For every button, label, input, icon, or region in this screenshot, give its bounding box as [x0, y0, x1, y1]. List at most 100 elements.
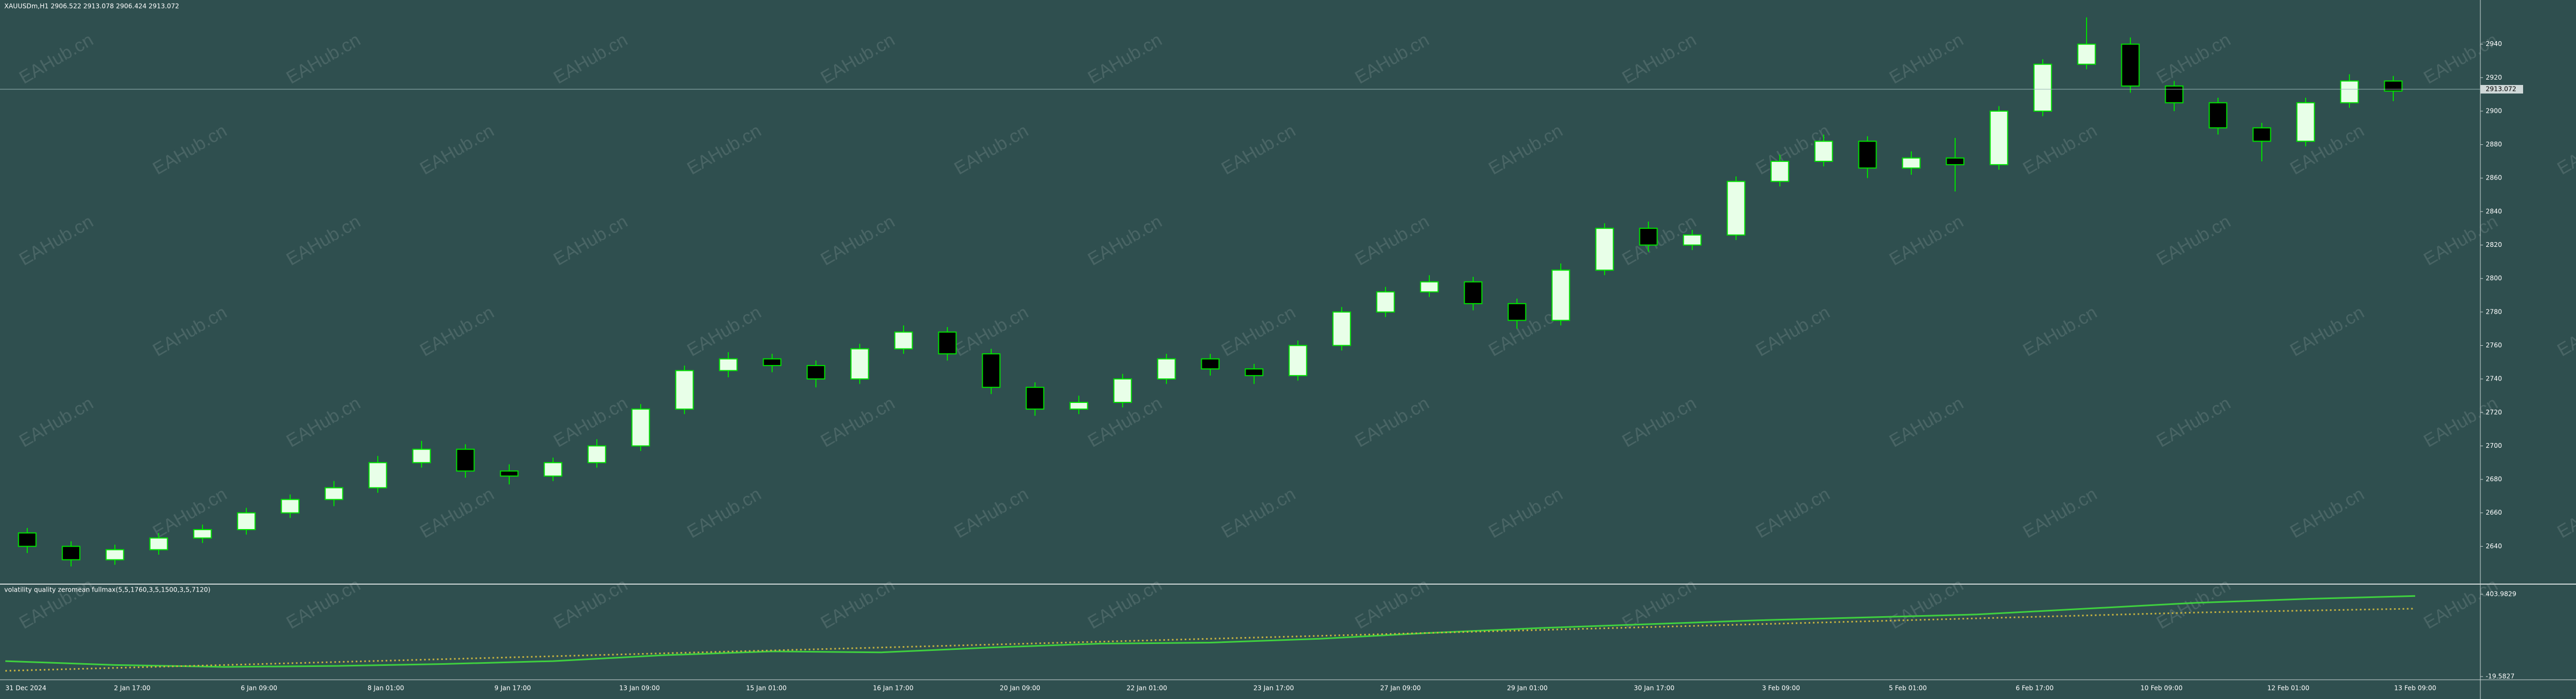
candle-body	[675, 370, 694, 410]
candle-body	[456, 448, 475, 472]
y-tick-label: 2880	[2486, 141, 2502, 148]
candle-body	[105, 549, 124, 561]
candle-body	[500, 470, 519, 477]
candle-body	[1595, 228, 1614, 271]
candle-body	[149, 537, 168, 550]
candle-body	[281, 499, 300, 514]
candle-body	[587, 445, 606, 463]
candle-body	[1420, 281, 1439, 293]
candle-body	[1726, 181, 1746, 236]
candle-body	[1858, 141, 1877, 169]
y-tick-label: 2860	[2486, 174, 2502, 182]
candle-body	[1639, 228, 1658, 246]
x-tick-label: 29 Jan 01:00	[1507, 685, 1547, 692]
x-tick-label: 20 Jan 09:00	[1000, 685, 1040, 692]
y-tick-label: 403.9829	[2486, 591, 2516, 598]
x-tick-label: 2 Jan 17:00	[114, 685, 150, 692]
x-tick-label: 23 Jan 17:00	[1254, 685, 1294, 692]
candle-body	[631, 408, 650, 447]
candle-body	[1244, 368, 1264, 376]
candle-body	[1945, 157, 1965, 166]
x-tick-label: 9 Jan 17:00	[494, 685, 531, 692]
x-tick-label: 15 Jan 01:00	[746, 685, 787, 692]
candle-body	[762, 358, 782, 367]
candle-body	[2121, 43, 2140, 87]
candle-body	[1507, 303, 1527, 321]
x-tick-label: 12 Feb 01:00	[2267, 685, 2309, 692]
y-tick-label: 2800	[2486, 275, 2502, 282]
x-tick-label: 27 Jan 09:00	[1380, 685, 1421, 692]
y-tick-label: 2820	[2486, 241, 2502, 248]
y-tick-label: 2740	[2486, 375, 2502, 383]
candle-body	[61, 546, 81, 561]
x-tick-label: 10 Feb 09:00	[2141, 685, 2183, 692]
chart-title: XAUUSDm,H1 2906.522 2913.078 2906.424 29…	[4, 3, 179, 10]
candle-body	[412, 448, 431, 463]
candle-body	[1332, 311, 1351, 346]
candle-body	[1376, 291, 1395, 313]
y-tick-label: 2700	[2486, 442, 2502, 449]
y-tick-label: 2940	[2486, 40, 2502, 48]
x-tick-label: 22 Jan 01:00	[1126, 685, 1167, 692]
candle-body	[2340, 80, 2359, 104]
y-tick-label: 2840	[2486, 207, 2502, 215]
x-tick-label: 6 Jan 09:00	[241, 685, 277, 692]
indicator-line	[5, 595, 2416, 668]
candle-body	[193, 529, 212, 539]
candle-body	[1201, 358, 1220, 370]
candle-body	[2384, 80, 2403, 92]
candle-body	[1157, 358, 1176, 380]
x-tick-label: 8 Jan 01:00	[368, 685, 404, 692]
x-tick-label: 5 Feb 01:00	[1889, 685, 1927, 692]
candle-body	[237, 512, 256, 531]
y-tick-label: 2900	[2486, 107, 2502, 114]
x-tick-label: 13 Jan 09:00	[619, 685, 660, 692]
y-tick-label: 2920	[2486, 74, 2502, 81]
x-tick-label: 13 Feb 09:00	[2394, 685, 2437, 692]
candle-body	[2252, 127, 2271, 142]
candle-body	[2296, 102, 2315, 142]
y-tick-label: 2660	[2486, 509, 2502, 516]
candle-body	[324, 487, 344, 500]
candle-body	[850, 348, 869, 380]
y-tick-label: 2780	[2486, 308, 2502, 315]
candle-body	[1113, 378, 1132, 403]
candle-body	[2033, 64, 2052, 112]
x-tick-label: 3 Feb 09:00	[1762, 685, 1800, 692]
candle-body	[1683, 234, 1702, 246]
candle-body	[806, 365, 826, 380]
candle-body	[543, 462, 563, 477]
y-tick-label: 2720	[2486, 408, 2502, 416]
candle-body	[938, 331, 957, 355]
indicator-title: volatility quality zeromean fullmax(5,5,…	[4, 586, 211, 594]
y-tick-label: 2640	[2486, 542, 2502, 550]
candle-body	[18, 532, 37, 547]
candle-body	[1989, 110, 2009, 166]
candle-body	[1902, 157, 1921, 169]
y-tick-label: 2760	[2486, 341, 2502, 349]
x-tick-label: 6 Feb 17:00	[2015, 685, 2053, 692]
candle-body	[982, 353, 1001, 388]
candle-body	[2208, 102, 2228, 129]
x-tick-label: 30 Jan 17:00	[1634, 685, 1675, 692]
candle-body	[1814, 141, 1833, 162]
candle-body	[1288, 345, 1308, 376]
candle-body	[368, 462, 387, 488]
bid-label: 2913.072	[2486, 85, 2516, 92]
candle-body	[1551, 269, 1570, 321]
candle-body	[2077, 43, 2096, 65]
candle-body	[1770, 160, 1789, 182]
y-tick-label: -19.5827	[2486, 673, 2515, 680]
y-tick-label: 2680	[2486, 476, 2502, 483]
candle-body	[1464, 281, 1483, 305]
candle-body	[2165, 85, 2184, 104]
x-tick-label: 31 Dec 2024	[5, 685, 46, 692]
bid-label-bg	[2480, 84, 2523, 94]
candle-body	[719, 358, 738, 371]
x-tick-label: 16 Jan 17:00	[873, 685, 914, 692]
candle-body	[1069, 401, 1088, 410]
candle-body	[894, 331, 913, 350]
candle-body	[1025, 386, 1045, 410]
